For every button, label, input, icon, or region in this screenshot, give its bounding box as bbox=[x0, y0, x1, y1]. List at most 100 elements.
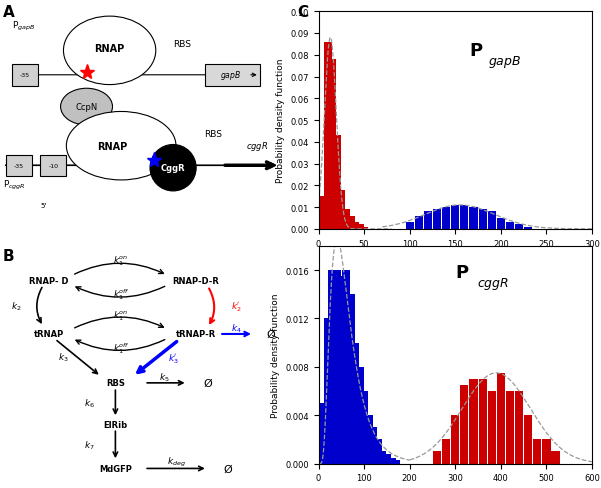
Bar bbox=[319, 197, 327, 229]
Bar bbox=[478, 379, 487, 464]
Bar bbox=[355, 367, 364, 464]
Bar bbox=[333, 136, 341, 229]
Text: EIRib: EIRib bbox=[103, 420, 127, 429]
Bar bbox=[337, 277, 346, 464]
Text: $k_2$: $k_2$ bbox=[11, 300, 21, 313]
Bar bbox=[388, 458, 395, 464]
Bar bbox=[524, 415, 532, 464]
Text: MdGFP: MdGFP bbox=[99, 464, 132, 473]
Text: $\mathbf{P}$: $\mathbf{P}$ bbox=[469, 42, 483, 61]
FancyBboxPatch shape bbox=[6, 155, 32, 177]
Text: $k_1^{off}$: $k_1^{off}$ bbox=[112, 341, 130, 355]
Bar bbox=[337, 190, 346, 229]
FancyBboxPatch shape bbox=[11, 65, 37, 86]
Text: RBS: RBS bbox=[204, 130, 222, 139]
X-axis label: Numbers: Numbers bbox=[433, 254, 478, 264]
Text: C: C bbox=[297, 5, 309, 20]
Bar bbox=[355, 225, 364, 229]
Bar bbox=[333, 270, 341, 464]
Text: $k_3$: $k_3$ bbox=[58, 351, 69, 364]
Bar bbox=[451, 205, 459, 229]
Bar bbox=[451, 415, 459, 464]
Text: Ø: Ø bbox=[224, 464, 232, 473]
Bar bbox=[515, 391, 523, 464]
Bar bbox=[497, 373, 505, 464]
Bar bbox=[392, 460, 400, 464]
Bar bbox=[469, 379, 478, 464]
Text: CcpN: CcpN bbox=[75, 103, 98, 112]
Bar bbox=[424, 212, 432, 229]
Bar bbox=[365, 415, 373, 464]
Text: $k_5$: $k_5$ bbox=[159, 370, 169, 383]
Text: RBS: RBS bbox=[106, 379, 125, 387]
Bar bbox=[478, 210, 487, 229]
Ellipse shape bbox=[66, 112, 176, 181]
Bar bbox=[415, 216, 423, 229]
Ellipse shape bbox=[150, 145, 196, 192]
Bar bbox=[442, 208, 450, 229]
Text: $\mathit{cggR}$: $\mathit{cggR}$ bbox=[477, 275, 510, 291]
FancyBboxPatch shape bbox=[40, 155, 66, 177]
Text: $\mathit{gapB}$: $\mathit{gapB}$ bbox=[220, 69, 242, 82]
Bar bbox=[524, 227, 532, 229]
Text: Ø: Ø bbox=[203, 378, 212, 388]
Ellipse shape bbox=[64, 17, 156, 85]
Text: tRNAP-R: tRNAP-R bbox=[176, 330, 216, 339]
Bar bbox=[351, 343, 359, 464]
Bar bbox=[406, 223, 413, 229]
Bar bbox=[542, 440, 551, 464]
Text: $k_1^{on}$: $k_1^{on}$ bbox=[114, 254, 129, 268]
Bar bbox=[346, 295, 355, 464]
Text: Ø: Ø bbox=[267, 329, 275, 339]
Bar bbox=[374, 440, 382, 464]
Bar bbox=[460, 385, 468, 464]
Text: CggR: CggR bbox=[161, 164, 185, 173]
Bar bbox=[351, 223, 359, 229]
Text: tRNAP: tRNAP bbox=[34, 330, 64, 339]
Text: -35: -35 bbox=[19, 73, 29, 78]
Bar bbox=[342, 210, 350, 229]
Y-axis label: Probability density function: Probability density function bbox=[276, 59, 285, 183]
Bar bbox=[342, 270, 350, 464]
Text: -35: -35 bbox=[14, 163, 24, 168]
Text: $\mathit{cggR}$: $\mathit{cggR}$ bbox=[246, 140, 268, 153]
Bar bbox=[552, 451, 560, 464]
Bar bbox=[323, 319, 332, 464]
Bar bbox=[433, 451, 441, 464]
Text: RNAP-D-R: RNAP-D-R bbox=[172, 276, 219, 285]
Text: RNAP: RNAP bbox=[94, 44, 125, 54]
Text: $k_{deg}$: $k_{deg}$ bbox=[166, 455, 186, 468]
Bar bbox=[497, 219, 505, 229]
Bar bbox=[323, 42, 332, 229]
Text: P$_{\mathit{gapB}}$: P$_{\mathit{gapB}}$ bbox=[11, 20, 35, 33]
Bar bbox=[360, 227, 368, 229]
Text: A: A bbox=[3, 5, 14, 20]
Bar bbox=[515, 225, 523, 229]
Text: $k_4$: $k_4$ bbox=[231, 322, 242, 334]
Bar bbox=[487, 391, 496, 464]
Text: RBS: RBS bbox=[172, 40, 191, 48]
Bar bbox=[442, 440, 450, 464]
Bar bbox=[319, 403, 327, 464]
Bar bbox=[383, 454, 391, 464]
Bar bbox=[378, 451, 386, 464]
Ellipse shape bbox=[61, 89, 112, 125]
Text: $k_6$: $k_6$ bbox=[84, 397, 95, 409]
Text: B: B bbox=[3, 249, 14, 264]
Bar bbox=[460, 205, 468, 229]
Bar bbox=[506, 223, 514, 229]
Text: $k_2'$: $k_2'$ bbox=[231, 300, 242, 313]
Bar bbox=[487, 212, 496, 229]
Bar bbox=[360, 391, 368, 464]
Bar bbox=[369, 427, 377, 464]
FancyBboxPatch shape bbox=[205, 65, 260, 86]
Text: 5': 5' bbox=[40, 203, 47, 208]
Text: $k_7$: $k_7$ bbox=[84, 439, 95, 451]
Text: $k_3'$: $k_3'$ bbox=[168, 352, 178, 366]
Bar bbox=[506, 391, 514, 464]
Text: $k_1^{on}$: $k_1^{on}$ bbox=[114, 308, 129, 322]
Text: RNAP: RNAP bbox=[97, 142, 127, 151]
Text: $k_1^{off}$: $k_1^{off}$ bbox=[112, 287, 130, 302]
Bar bbox=[469, 208, 478, 229]
Bar bbox=[346, 216, 355, 229]
